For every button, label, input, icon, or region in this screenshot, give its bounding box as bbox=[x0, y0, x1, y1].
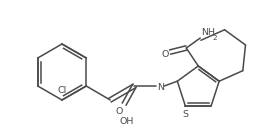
Text: O: O bbox=[116, 107, 123, 116]
Text: S: S bbox=[182, 110, 188, 119]
Text: 2: 2 bbox=[212, 35, 217, 41]
Text: O: O bbox=[162, 49, 169, 59]
Text: N: N bbox=[157, 83, 164, 91]
Text: Cl: Cl bbox=[57, 86, 67, 95]
Text: OH: OH bbox=[119, 117, 133, 126]
Text: NH: NH bbox=[201, 28, 215, 37]
